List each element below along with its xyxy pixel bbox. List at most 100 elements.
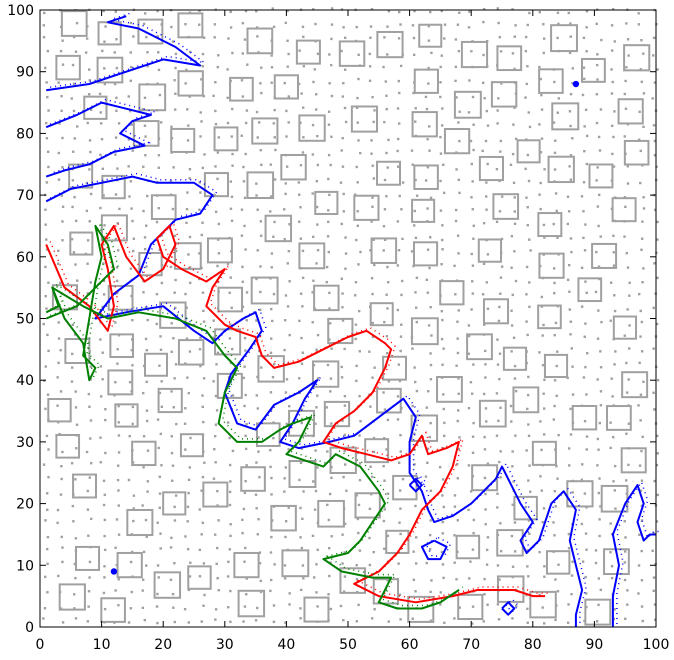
obstacle-square [177,70,204,97]
background-dot [427,39,431,42]
background-dot [624,479,628,482]
background-dot [132,494,136,497]
background-dot [637,138,641,141]
background-dot [553,291,556,295]
background-dot [327,110,331,113]
background-dot [230,306,233,310]
background-dot [46,333,49,337]
background-dot [102,503,106,507]
background-dot [639,149,642,153]
background-dot [46,562,49,566]
background-dot [383,208,387,211]
background-dot [131,219,134,223]
background-dot [467,324,471,327]
background-dot [472,237,475,241]
background-dot [215,409,219,412]
background-dot [595,22,598,26]
background-dot [328,193,331,197]
background-dot [426,248,430,251]
background-dot [117,421,120,424]
background-dot [299,164,303,167]
background-dot [130,348,134,352]
background-dot [368,79,372,83]
background-dot [88,168,91,171]
background-dot [626,182,630,185]
background-dot [228,337,232,340]
background-dot [184,292,187,296]
background-dot [103,548,107,552]
background-dot [386,351,389,355]
background-dot [412,578,416,582]
background-dot [158,248,161,252]
background-dot [441,520,444,524]
background-dot [158,492,162,495]
background-dot [538,593,541,597]
background-dot [301,151,305,154]
background-dot [330,37,333,41]
background-dot [552,418,556,421]
background-dot [399,433,402,437]
background-dot [400,323,403,326]
background-dot [241,531,244,535]
background-dot [467,352,470,355]
background-dot [415,194,419,197]
background-dot [371,376,374,379]
background-dot [103,565,106,568]
background-dot [302,136,305,139]
background-dot [413,209,416,213]
background-dot [74,617,78,620]
background-dot [243,491,247,495]
background-dot [625,251,629,255]
background-dot [188,466,192,469]
background-dot [46,591,49,594]
background-dot [60,535,63,539]
background-dot [638,361,641,365]
background-dot [483,593,486,596]
background-dot [469,381,473,384]
background-dot [186,505,190,508]
background-dot [372,177,376,180]
background-dot [368,536,371,540]
background-dot [44,208,47,211]
background-dot [511,450,514,453]
background-dot [101,351,104,354]
background-dot [59,349,62,352]
background-dot [142,22,146,26]
obstacle-square [237,589,266,618]
obstacle-square [162,491,187,516]
background-dot [243,336,247,340]
background-dot [613,294,616,297]
y-tick-label: 60 [16,250,34,266]
background-dot [499,522,502,525]
background-dot [472,363,475,366]
background-dot [342,192,345,196]
background-dot [538,65,541,69]
background-dot [255,461,258,464]
background-dot [185,68,188,72]
background-dot [75,423,79,426]
background-dot [74,406,78,409]
background-dot [158,93,162,97]
background-dot [313,68,317,71]
background-dot [640,519,644,522]
background-dot [243,560,246,563]
background-dot [330,347,333,350]
background-dot [269,448,272,452]
background-dot [312,576,316,579]
background-dot [470,162,474,166]
background-dot [199,111,202,114]
background-dot [173,519,177,522]
background-dot [427,390,430,393]
background-dot [511,152,515,156]
background-dot [513,364,517,368]
background-dot [542,507,546,510]
background-dot [356,210,359,213]
background-dot [229,589,232,593]
background-dot [414,590,417,593]
background-dot [343,106,347,110]
background-dot [458,436,461,439]
obstacle-square [466,333,493,361]
background-dot [526,549,529,552]
background-dot [172,166,175,169]
background-dot [74,537,78,540]
